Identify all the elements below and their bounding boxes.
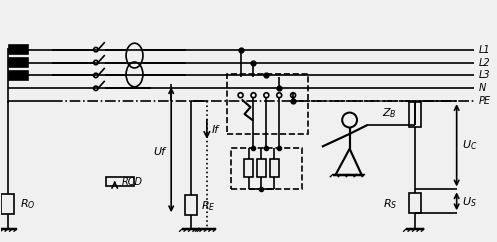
- Bar: [106, 177, 134, 186]
- Text: $Z_B$: $Z_B$: [383, 106, 397, 120]
- Bar: [8, 58, 28, 67]
- Bar: [8, 45, 28, 54]
- Bar: [231, 148, 302, 189]
- Bar: [257, 159, 266, 176]
- Bar: [409, 193, 421, 213]
- Text: Uf: Uf: [153, 147, 165, 157]
- Text: $R_E$: $R_E$: [201, 199, 216, 213]
- Bar: [244, 159, 253, 176]
- Bar: [409, 102, 421, 127]
- Text: N: N: [479, 83, 486, 93]
- Bar: [1, 194, 14, 214]
- Bar: [184, 195, 197, 215]
- Bar: [270, 159, 279, 176]
- Text: $U_S$: $U_S$: [462, 195, 477, 209]
- Text: $R_O$: $R_O$: [19, 197, 35, 211]
- Text: L3: L3: [479, 70, 490, 80]
- Text: $U_C$: $U_C$: [462, 138, 477, 152]
- Text: RCD: RCD: [122, 177, 143, 187]
- Text: PE: PE: [479, 96, 491, 106]
- Text: L1: L1: [479, 45, 490, 55]
- Text: If: If: [212, 125, 219, 135]
- Text: L2: L2: [479, 58, 490, 68]
- Bar: [227, 74, 308, 134]
- Bar: [8, 71, 28, 80]
- Text: $R_S$: $R_S$: [383, 197, 397, 211]
